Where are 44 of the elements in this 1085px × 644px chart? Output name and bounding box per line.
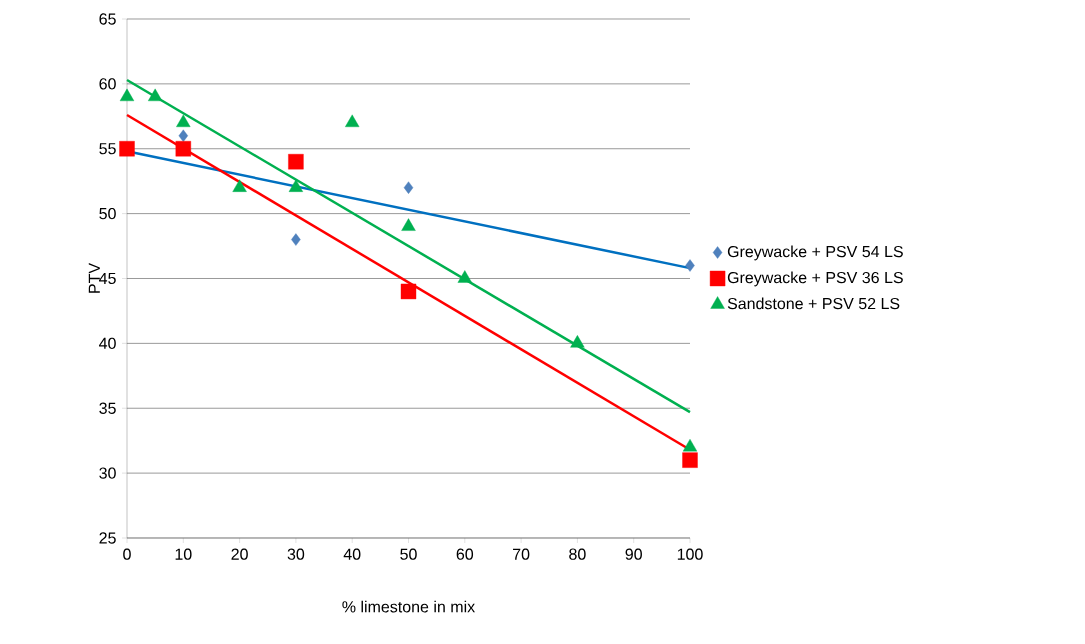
legend-label: Sandstone + PSV 52 LS [727,297,900,310]
legend-label: Greywacke + PSV 54 LS [727,245,903,261]
x-tick-label: 50 [400,548,417,560]
x-tick-label: 30 [287,548,305,560]
legend-label: Greywacke + PSV 36 LS [727,271,903,287]
x-axis-title: % limestone in mix [342,600,475,613]
point [400,283,417,300]
x-tick-label: 10 [175,548,192,560]
x-tick-label: 80 [569,548,586,560]
x-tick-label: 20 [231,548,248,560]
x-tick-label: 90 [625,548,642,560]
point [175,141,191,157]
point [345,114,360,127]
y-tick-label: 30 [99,467,116,479]
point [148,88,163,102]
x-tick-label: 60 [456,548,474,560]
point [119,88,135,102]
y-tick-label: 65 [99,13,116,25]
point [685,259,695,272]
point [401,218,416,231]
point [176,114,191,127]
point [288,154,304,170]
y-axis-title: PTV [88,263,100,293]
y-tick-label: 45 [99,272,116,285]
point [403,181,414,194]
point [682,438,698,452]
y-tick-label: 25 [99,532,116,544]
point [288,179,304,192]
point [178,129,188,142]
point [291,233,301,246]
point [119,141,135,157]
point [457,270,472,283]
point [232,179,247,192]
point [682,452,698,468]
x-tick-label: 0 [123,548,131,560]
x-tick-label: 70 [513,548,530,560]
y-tick-label: 55 [99,143,116,155]
x-tick-label: 100 [677,548,703,560]
x-tick-label: 40 [343,548,361,560]
y-tick-label: 35 [99,402,116,414]
y-tick-label: 40 [99,337,116,350]
y-tick-label: 60 [99,78,116,90]
point [570,335,585,348]
y-tick-label: 50 [99,207,116,220]
